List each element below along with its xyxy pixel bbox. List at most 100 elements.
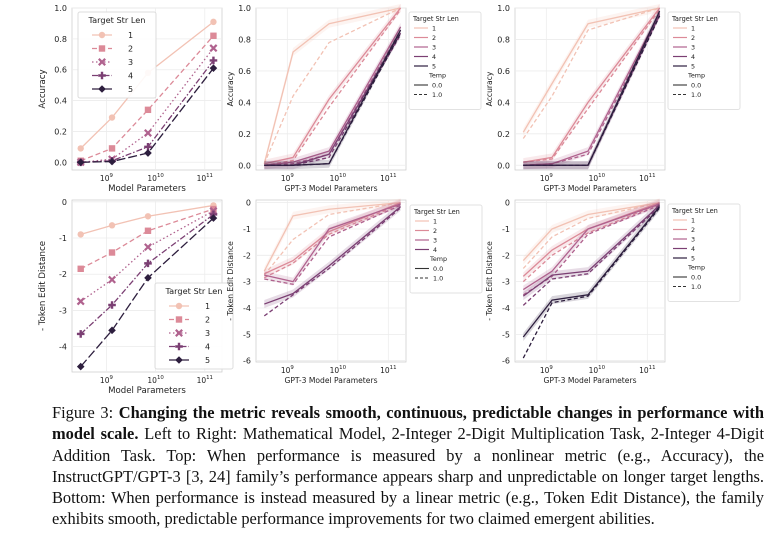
y-axis-label: Accuracy	[226, 71, 235, 106]
legend-label-5: 5	[205, 356, 210, 365]
y-tick-label: -4	[502, 304, 510, 313]
series-line-1-temp-1.0	[522, 201, 660, 269]
data-point-4	[144, 259, 152, 268]
legend-temp-label: 0.0	[691, 82, 701, 90]
data-point-5	[144, 149, 152, 157]
data-point-1	[108, 114, 116, 121]
y-tick-label: 0.8	[497, 35, 510, 44]
series-line-4-temp-1.0	[522, 206, 661, 306]
legend-title: Target Str Len	[165, 286, 223, 296]
y-tick-label: 0.8	[54, 35, 67, 44]
x-tick-label: 1011	[639, 173, 655, 183]
legend-title: Target Str Len	[671, 207, 718, 215]
legend-label-3: 3	[205, 329, 210, 338]
legend-label-3: 3	[691, 44, 695, 52]
x-tick-label: 109	[100, 375, 114, 385]
legend-label-5: 5	[128, 85, 133, 94]
series-line-5	[80, 217, 214, 367]
x-tick-label: 1010	[589, 365, 606, 375]
x-axis-label: GPT-3 Model Parameters	[284, 376, 377, 385]
data-point-3	[209, 44, 218, 53]
series-line-3	[80, 210, 214, 302]
legend-temp-title: Temp	[687, 72, 705, 80]
legend-label-1: 1	[691, 25, 695, 33]
legend-marker-3	[175, 329, 183, 337]
legend-label-3: 3	[432, 44, 436, 52]
legend-box	[154, 282, 234, 370]
legend-marker-2	[98, 45, 106, 52]
x-tick-label: 109	[540, 365, 554, 375]
caption-bold: Changing the metric reveals smooth, cont…	[52, 403, 764, 444]
x-axis-label: GPT-3 Model Parameters	[543, 376, 636, 385]
series-line-1	[80, 204, 214, 236]
plot-area	[514, 199, 666, 363]
y-tick-label: 0.0	[497, 161, 510, 170]
series-line-4-temp-1.0	[263, 207, 402, 317]
legend-label-2: 2	[128, 45, 133, 54]
series-line-3-temp-0.0	[522, 203, 660, 291]
legend-title: Target Str Len	[671, 15, 718, 23]
x-tick-label: 1010	[330, 173, 347, 183]
x-tick-label: 109	[281, 173, 295, 183]
legend-temp-label: 0.0	[433, 265, 443, 273]
y-tick-label: 1.0	[54, 4, 67, 13]
legend-label-1: 1	[128, 31, 133, 40]
y-tick-label: 0.4	[497, 98, 510, 107]
y-axis-label: - Token Edit Distance	[485, 241, 494, 321]
x-tick-label: 109	[281, 365, 295, 375]
y-tick-label: 0	[62, 198, 67, 207]
legend-label-2: 2	[691, 34, 695, 42]
y-tick-label: -4	[243, 304, 251, 313]
y-tick-label: 0.0	[238, 161, 251, 170]
x-tick-label: 109	[100, 173, 114, 183]
legend-marker-4	[98, 71, 106, 80]
series-line-1-temp-1.0	[522, 7, 660, 139]
legend-temp-label: 0.0	[432, 82, 442, 90]
confidence-band-1	[264, 4, 401, 168]
x-axis-label: Model Parameters	[108, 184, 186, 194]
x-tick-label: 1010	[330, 365, 347, 375]
y-tick-label: 0.4	[238, 98, 251, 107]
x-axis-label: GPT-3 Model Parameters	[543, 184, 636, 193]
legend-temp-label: 0.0	[691, 274, 701, 282]
y-tick-label: -3	[59, 306, 67, 315]
legend-title: Target Str Len	[412, 15, 459, 23]
series-line-1-temp-0.0	[522, 7, 660, 133]
data-point-2	[77, 265, 84, 272]
series-line-5-temp-0.0	[522, 206, 661, 338]
y-tick-label: 0.2	[238, 130, 251, 139]
legend-label-1: 1	[432, 25, 436, 33]
series-line-4-temp-0.0	[264, 206, 402, 305]
series-line-2-temp-0.0	[523, 7, 661, 163]
legend-label-3: 3	[433, 237, 437, 245]
data-point-2	[108, 145, 116, 152]
y-tick-label: 0	[505, 199, 510, 208]
y-tick-label: -3	[502, 278, 510, 287]
plot-area	[255, 199, 407, 363]
series-group	[76, 202, 218, 371]
y-tick-label: -4	[59, 343, 67, 352]
series-line-2-temp-1.0	[263, 203, 401, 279]
series-group	[522, 4, 661, 170]
legend-temp-title: Temp	[687, 264, 705, 272]
series-line-1-temp-1.0	[263, 7, 401, 164]
x-tick-label: 1011	[380, 365, 396, 375]
data-point-2	[144, 106, 152, 114]
data-point-5	[76, 362, 85, 371]
series-line-5	[80, 67, 214, 163]
series-line-3-temp-1.0	[523, 15, 661, 166]
legend-temp-label: 1.0	[433, 275, 443, 283]
legend-label-4: 4	[128, 72, 133, 81]
data-point-2	[210, 32, 217, 39]
y-tick-label: 0.6	[54, 66, 67, 75]
data-point-5	[209, 214, 218, 222]
series-line-5-temp-1.0	[523, 15, 661, 166]
legend-label-4: 4	[205, 343, 210, 352]
legend-label-2: 2	[432, 34, 436, 42]
y-tick-label: -2	[59, 270, 67, 279]
confidence-band-4	[264, 202, 401, 309]
caption-text: Left to Right: Mathematical Model, 2-Int…	[52, 424, 764, 529]
legend-temp-label: 1.0	[691, 91, 701, 99]
legend-temp-label: 1.0	[691, 283, 701, 291]
